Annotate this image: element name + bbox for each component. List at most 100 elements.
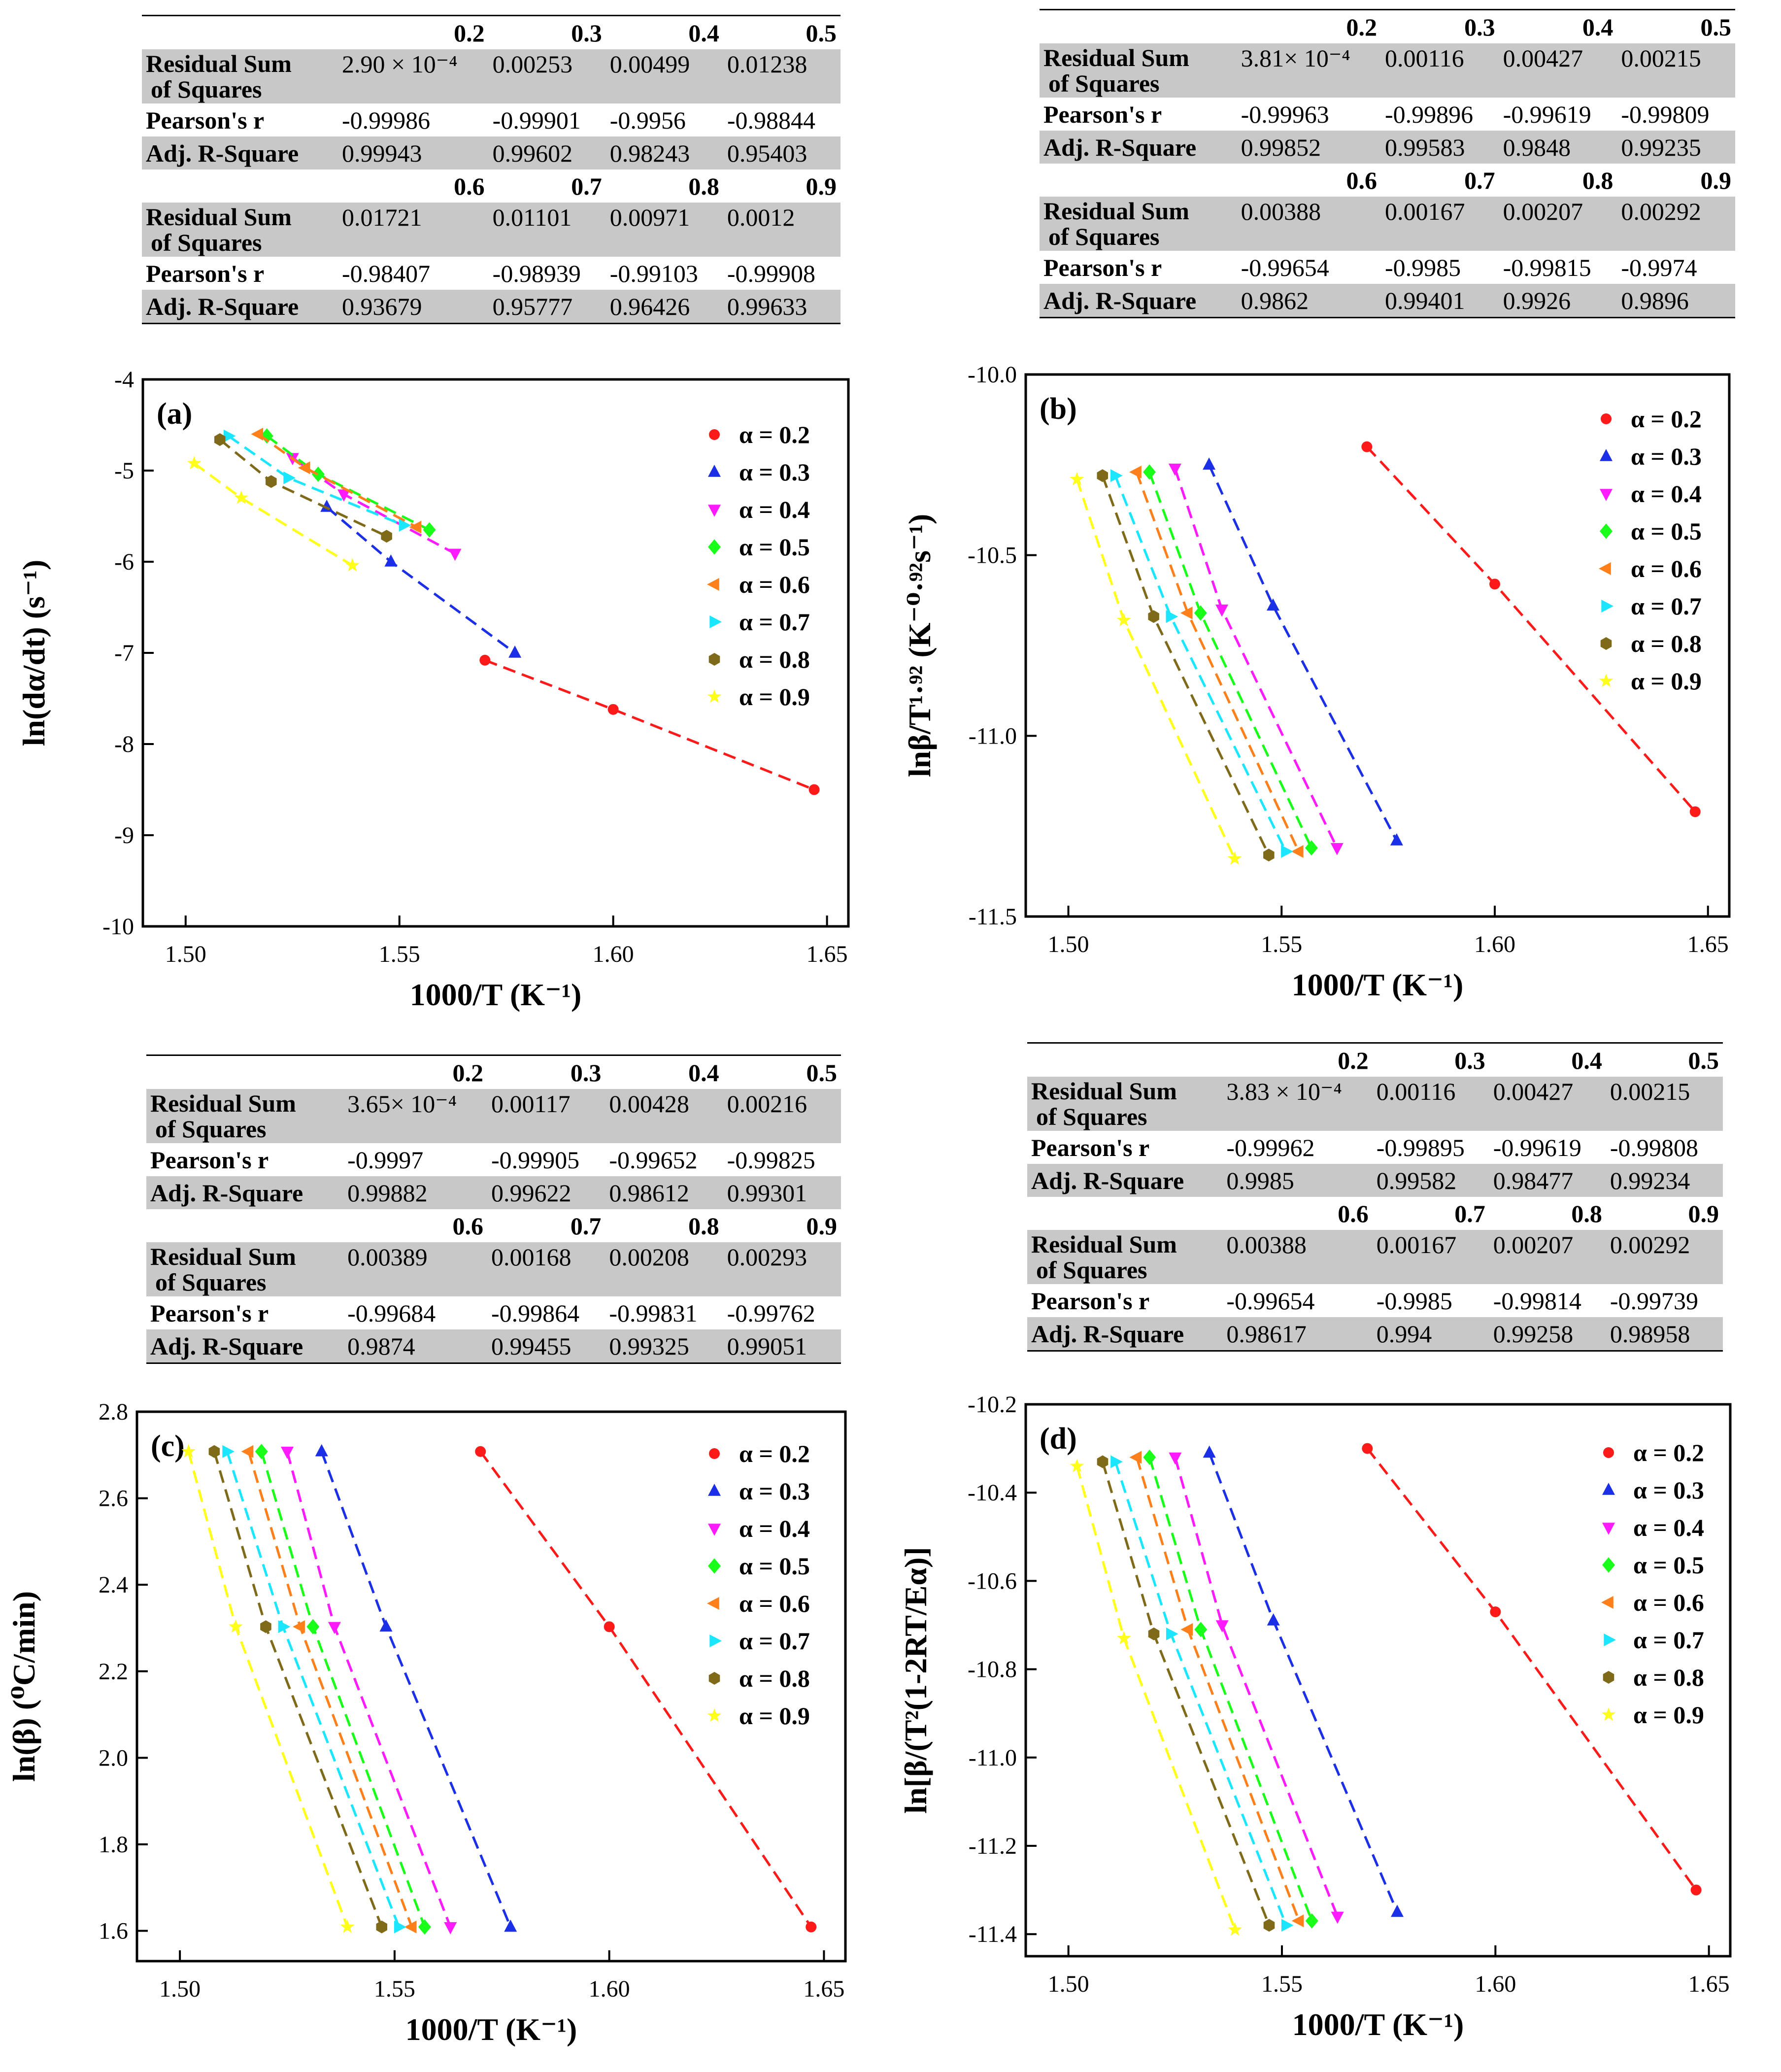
legend-label: α = 0.6 [1631,555,1702,582]
table-row-label: Residual Sum of Squares [1027,1230,1223,1284]
table-row: Adj. R-Square 0.99943 0.99602 0.98243 0.9540… [142,136,840,170]
row-label-line: Residual Sum [146,50,292,77]
chart-d: 1.50 1.55 1.60 1.65 -10.2 -10.4 -10.6 -10.8 -11.… [898,1392,1732,2042]
data-point [808,784,820,795]
series-4 [255,1444,431,1935]
row-label-line: Residual Sum [1031,1230,1177,1258]
table-cell: -0.98844 [727,106,816,134]
series-8 [187,456,360,572]
table-cell: -0.99986 [342,106,431,134]
data-point [504,1919,517,1932]
table-cell: -0.98939 [492,259,581,287]
table-cell: 0.01721 [338,203,489,257]
legend-label: α = 0.4 [1633,1514,1704,1541]
table-cell: 0.00428 [605,1089,723,1143]
data-point [1116,612,1131,626]
fit-line [260,1451,426,1928]
series-3 [286,453,462,561]
legend-label: α = 0.2 [1633,1439,1704,1466]
table-cell: 0.9985 [1222,1164,1373,1197]
table-row-label: Pearson's r [142,257,338,290]
table-col-header: 0.6 [1346,166,1377,194]
table-cell: 0.00117 [487,1089,605,1143]
data-point [1166,610,1178,623]
legend-label: α = 0.6 [1633,1589,1704,1616]
legend-label: α = 0.5 [739,1552,810,1580]
data-point [1070,1459,1084,1472]
table-cell: -0.99962 [1226,1133,1315,1161]
data-point [1215,604,1229,617]
legend-marker [1600,523,1613,539]
y-tick-label: 2.4 [99,1572,128,1598]
table-cell: -0.99103 [609,259,698,287]
table-cell: 0.00253 [488,49,606,103]
legend-marker [1602,1483,1615,1495]
table-cell: 0.93679 [338,290,489,324]
y-tick-label: -11.2 [969,1833,1017,1859]
table-col-header: 0.2 [1237,9,1381,43]
row-label-line: Pearson's r [150,1299,269,1327]
table-cell: -0.99654 [1226,1287,1315,1315]
series-2 [1203,457,1403,846]
legend-marker [1599,674,1613,687]
y-axis-label: ln[β/(T²(1-2RT/Eα)] [898,1547,933,1813]
table-row-label: Pearson's r [1040,251,1237,284]
fit-line [1075,1465,1237,1931]
table-cell: 0.00167 [1372,1230,1489,1284]
data-point [283,471,296,484]
y-tick-label: -11.0 [969,723,1017,749]
y-tick-label: -10.8 [968,1657,1017,1683]
table-cell: 0.00215 [1606,1077,1723,1131]
legend-label: α = 0.7 [1633,1626,1704,1654]
series-5 [251,428,422,534]
table-header-row: 0.6 0.7 0.8 0.9 [146,1209,841,1242]
table-col-header: 0.9 [1700,166,1732,194]
row-label-line: Adj. R-Square [150,1179,303,1207]
table-cell: -0.99825 [727,1146,815,1174]
x-tick-label: 1.55 [1261,931,1302,957]
row-label-line: of Squares [1048,69,1160,97]
table-cell: -0.99652 [609,1146,698,1174]
series-3 [1168,463,1344,855]
table-col-header: 0.9 [806,172,837,200]
table-cell: 0.99582 [1372,1164,1489,1197]
legend-label: α = 0.3 [739,1477,810,1505]
table-cell: -0.99809 [1621,100,1710,128]
data-point [1267,598,1279,611]
table-row-label: Residual Sum of Squares [142,49,338,103]
data-point [1168,463,1181,476]
table-cell: 0.994 [1372,1317,1489,1352]
x-tick-label: 1.60 [1475,1971,1516,1997]
y-tick-label: -10.2 [968,1392,1017,1418]
table-row: Pearson's r -0.98407 -0.98939 -0.99103 -0.99… [142,257,840,290]
table-col-header: 0.5 [1617,9,1735,43]
legend-marker [1602,1523,1615,1535]
table-row-label: Residual Sum of Squares [142,203,338,257]
data-point [409,520,422,534]
y-tick-label: 2.2 [99,1659,128,1685]
series-3 [1169,1452,1344,1924]
y-axis-label: ln(β) (⁰C/min) [6,1591,41,1782]
legend-label: α = 0.9 [1631,667,1702,695]
table-col-header: 0.2 [338,15,489,49]
fit-line [257,433,417,528]
legend-marker [1604,1633,1616,1646]
table-row: Residual Sum of Squares 0.00388 0.00167 0.00… [1027,1230,1723,1284]
y-tick-label: -5 [114,458,134,484]
table-col-header: 0.3 [487,1054,605,1089]
table-cell: -0.9997 [347,1146,424,1174]
legend-marker [1601,600,1613,612]
table-row: Pearson's r -0.99654 -0.9985 -0.99815 -0.997… [1040,251,1735,284]
table-row: Adj. R-Square 0.9862 0.99401 0.9926 0.9896 [1040,284,1735,318]
table-row-label: Adj. R-Square [1027,1317,1223,1352]
series-6 [1110,1455,1294,1932]
table-cell: -0.99901 [492,106,581,134]
row-label-line: of Squares [1036,1103,1147,1130]
row-label-line: Pearson's r [1043,100,1162,128]
table-cell: 0.9862 [1237,284,1381,318]
table-header-row: 0.2 0.3 0.4 0.5 [142,15,840,49]
fit-line [228,435,404,527]
row-label-line: Adj. R-Square [1031,1320,1184,1348]
table-cell: 0.00388 [1222,1230,1373,1284]
y-tick-label: 2.8 [99,1399,128,1425]
